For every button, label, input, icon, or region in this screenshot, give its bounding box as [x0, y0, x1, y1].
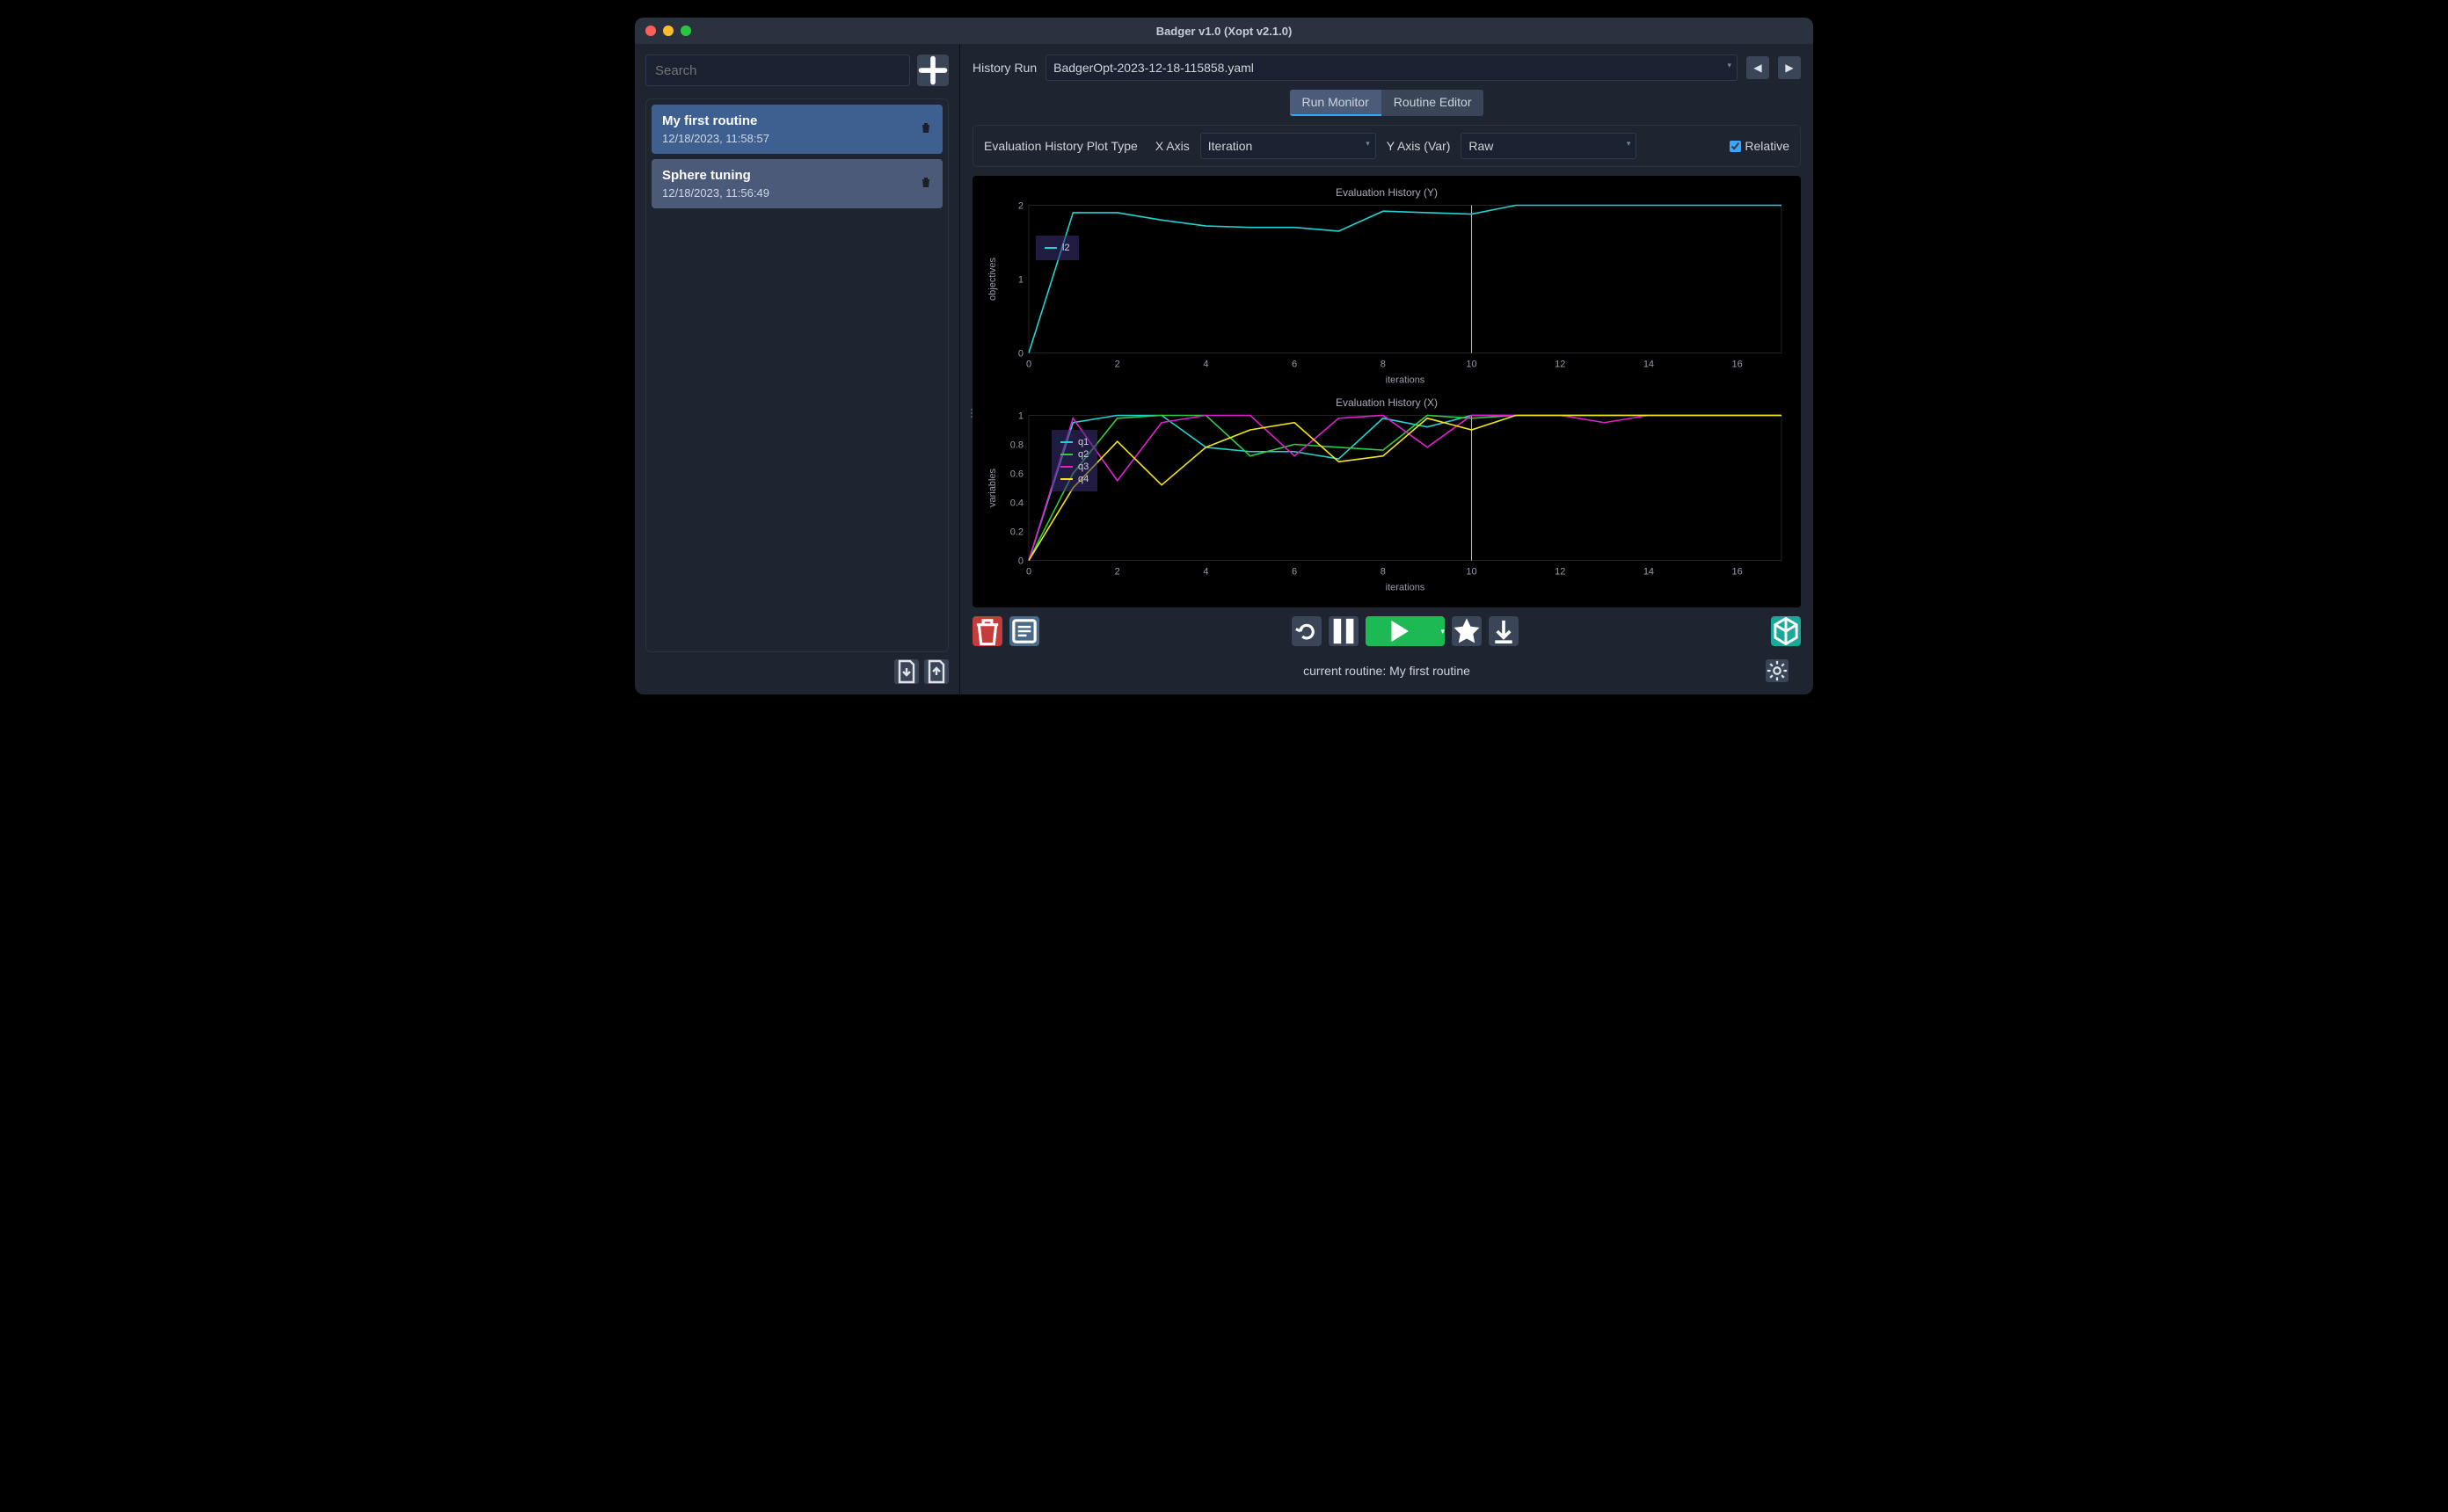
- svg-text:2: 2: [1115, 360, 1120, 370]
- gear-icon: [1766, 659, 1789, 682]
- footer: current routine: My first routine: [973, 655, 1801, 687]
- svg-text:objectives: objectives: [987, 258, 998, 301]
- svg-text:14: 14: [1643, 567, 1654, 578]
- app-window: Badger v1.0 (Xopt v2.1.0) My first routi…: [635, 18, 1813, 694]
- file-down-icon: [894, 659, 919, 684]
- svg-text:iterations: iterations: [1386, 375, 1425, 386]
- history-run-select[interactable]: BadgerOpt-2023-12-18-115858.yaml: [1046, 55, 1738, 81]
- xaxis-label: X Axis: [1155, 139, 1190, 153]
- svg-text:10: 10: [1466, 360, 1476, 370]
- pause-icon: [1329, 616, 1359, 646]
- svg-text:0.4: 0.4: [1010, 498, 1024, 509]
- svg-text:6: 6: [1292, 567, 1297, 578]
- routine-list: My first routine 12/18/2023, 11:58:57 Sphe…: [645, 98, 949, 652]
- step-down-icon: [1489, 616, 1519, 646]
- routine-item[interactable]: Sphere tuning 12/18/2023, 11:56:49: [652, 159, 943, 208]
- action-bar: ▾: [973, 616, 1801, 646]
- routine-item[interactable]: My first routine 12/18/2023, 11:58:57: [652, 105, 943, 154]
- svg-text:1: 1: [1018, 275, 1024, 286]
- book-icon: [1009, 616, 1039, 646]
- history-next-button[interactable]: ▶: [1778, 56, 1801, 79]
- yaxis-select[interactable]: Raw: [1461, 133, 1636, 159]
- routine-delete-icon[interactable]: [920, 176, 932, 193]
- plot-controls: Evaluation History Plot Type X Axis Iter…: [973, 125, 1801, 167]
- play-icon: [1366, 616, 1430, 646]
- search-input[interactable]: [645, 55, 910, 86]
- svg-text:0: 0: [1018, 349, 1024, 360]
- svg-text:16: 16: [1732, 360, 1743, 370]
- log-button[interactable]: [1009, 616, 1039, 646]
- svg-text:2: 2: [1115, 567, 1120, 578]
- svg-text:iterations: iterations: [1386, 583, 1425, 593]
- svg-text:16: 16: [1732, 567, 1743, 578]
- cube-icon: [1771, 616, 1801, 646]
- chart-legend: q1q2q3q4: [1052, 430, 1097, 491]
- star-icon: [1452, 616, 1482, 646]
- trash-icon: [973, 616, 1002, 646]
- tab-bar: Run Monitor Routine Editor: [973, 90, 1801, 116]
- reset-button[interactable]: [1292, 616, 1322, 646]
- svg-text:12: 12: [1555, 567, 1565, 578]
- svg-text:0: 0: [1026, 567, 1031, 578]
- routine-delete-icon[interactable]: [920, 121, 932, 138]
- xaxis-select[interactable]: Iteration: [1200, 133, 1376, 159]
- relative-checkbox-input[interactable]: [1730, 141, 1741, 152]
- routine-name: Sphere tuning: [662, 168, 769, 183]
- plus-icon: [917, 55, 949, 86]
- svg-text:10: 10: [1466, 567, 1476, 578]
- tab-routine-editor[interactable]: Routine Editor: [1381, 90, 1484, 116]
- undo-icon: [1292, 616, 1322, 646]
- chart-variables: Evaluation History (X) 00.20.40.60.81024…: [983, 402, 1790, 597]
- svg-text:8: 8: [1381, 567, 1386, 578]
- main-panel: History Run BadgerOpt-2023-12-18-115858.…: [960, 44, 1813, 694]
- svg-text:0.6: 0.6: [1010, 469, 1024, 480]
- routine-date: 12/18/2023, 11:56:49: [662, 186, 769, 200]
- titlebar: Badger v1.0 (Xopt v2.1.0): [635, 18, 1813, 44]
- history-prev-button[interactable]: ◀: [1746, 56, 1769, 79]
- svg-text:8: 8: [1381, 360, 1386, 370]
- routine-date: 12/18/2023, 11:58:57: [662, 132, 769, 145]
- svg-text:0.8: 0.8: [1010, 440, 1024, 451]
- chart-legend: l2: [1036, 236, 1079, 260]
- delete-run-button[interactable]: [973, 616, 1002, 646]
- sidebar: My first routine 12/18/2023, 11:58:57 Sphe…: [635, 44, 960, 694]
- plot-type-label: Evaluation History Plot Type: [984, 139, 1138, 153]
- window-title: Badger v1.0 (Xopt v2.1.0): [635, 25, 1813, 38]
- svg-text:0: 0: [1018, 556, 1024, 567]
- svg-text:variables: variables: [987, 468, 998, 507]
- import-button[interactable]: [924, 659, 949, 684]
- svg-text:12: 12: [1555, 360, 1565, 370]
- svg-text:0: 0: [1026, 360, 1031, 370]
- svg-text:14: 14: [1643, 360, 1654, 370]
- routine-name: My first routine: [662, 113, 769, 128]
- svg-text:1: 1: [1018, 411, 1024, 422]
- settings-button[interactable]: [1766, 659, 1789, 682]
- favorite-button[interactable]: [1452, 616, 1482, 646]
- svg-text:4: 4: [1203, 360, 1208, 370]
- chart-objectives: Evaluation History (Y) 0120246810121416i…: [983, 192, 1790, 389]
- extensions-button[interactable]: [1771, 616, 1801, 646]
- add-routine-button[interactable]: [917, 55, 949, 86]
- history-run-label: History Run: [973, 61, 1037, 75]
- run-button[interactable]: ▾: [1366, 616, 1445, 646]
- yaxis-label: Y Axis (Var): [1387, 139, 1451, 153]
- svg-text:6: 6: [1292, 360, 1297, 370]
- svg-text:0.2: 0.2: [1010, 527, 1024, 538]
- splitter-handle[interactable]: [968, 396, 975, 431]
- svg-text:4: 4: [1203, 567, 1208, 578]
- tab-run-monitor[interactable]: Run Monitor: [1290, 90, 1381, 116]
- step-button[interactable]: [1489, 616, 1519, 646]
- file-up-icon: [924, 659, 949, 684]
- export-button[interactable]: [894, 659, 919, 684]
- relative-checkbox[interactable]: Relative: [1730, 139, 1789, 153]
- chart-area: Evaluation History (Y) 0120246810121416i…: [973, 176, 1801, 607]
- current-routine-label: current routine: My first routine: [1303, 664, 1470, 678]
- pause-button[interactable]: [1329, 616, 1359, 646]
- svg-text:2: 2: [1018, 201, 1024, 212]
